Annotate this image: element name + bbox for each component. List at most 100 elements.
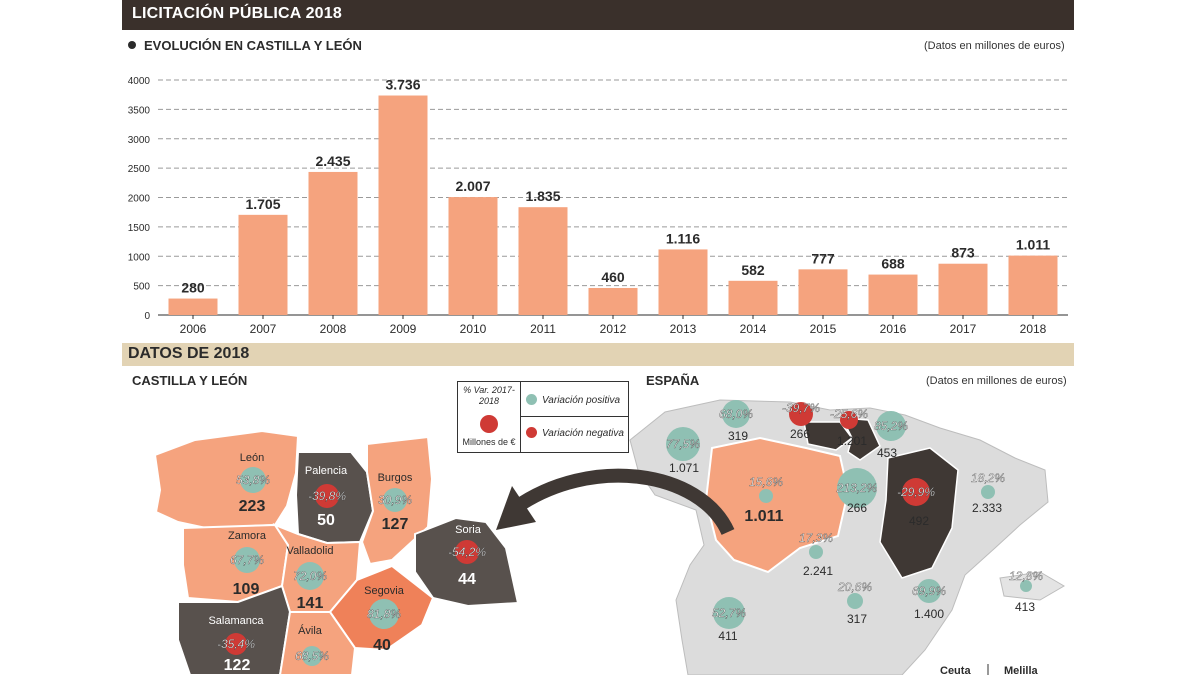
- province-value: 50: [317, 512, 335, 529]
- region-value: 453: [877, 446, 897, 460]
- region-value: 2.333: [972, 501, 1002, 515]
- region-pct: 213,2%: [836, 481, 878, 495]
- bar-2007: [238, 214, 288, 315]
- region-bubble: [847, 593, 863, 609]
- province-bubble: [315, 484, 339, 508]
- province-name: Zamora: [228, 530, 267, 542]
- province-value: 40: [373, 637, 391, 654]
- region-bubble: [666, 427, 700, 461]
- region-pct: 18,2%: [971, 471, 1005, 485]
- region-bubble: [840, 411, 858, 429]
- y-tick-label: 4000: [128, 76, 151, 87]
- province-pct: -54,2%: [448, 545, 486, 559]
- region-value: 266: [790, 427, 810, 441]
- bar-value-label: 3.736: [385, 77, 420, 93]
- bar-value-label: 2.007: [455, 178, 490, 194]
- region-value: 1.201: [837, 434, 867, 448]
- province-name: Ávila: [298, 624, 323, 637]
- y-tick-label: 3500: [128, 105, 151, 116]
- region-value: 1.071: [669, 461, 699, 475]
- y-tick-label: 1000: [128, 252, 151, 263]
- region-value: 411: [718, 629, 737, 643]
- bar-value-label: 1.705: [245, 196, 280, 212]
- bar-value-label: 688: [881, 256, 905, 272]
- region-pct: 15,6%: [749, 475, 783, 489]
- province-avila: [278, 611, 357, 675]
- province-bubble: [302, 646, 322, 666]
- bar-chart: 0 500 1000 1500 2000 2500 3000 3500 4000 280 2006 1…: [128, 76, 1068, 336]
- data-banner: DATOS DE 2018: [122, 343, 1074, 366]
- spain-pais-vasco: [803, 421, 854, 451]
- legend: % Var. 2017-2018 Millones de € Variación…: [457, 381, 629, 453]
- region-bubble: [809, 545, 823, 559]
- x-tick-label: 2012: [600, 322, 627, 336]
- bar-2010: [448, 197, 498, 315]
- maps: Ceuta Melilla León 53,8% 223 Palencia -39,8%…: [153, 399, 1072, 675]
- legend-negative: Variación negativa: [526, 427, 624, 439]
- region-value: 1.400: [914, 607, 944, 621]
- region-value: 317: [847, 612, 867, 626]
- spain-castilla-leon: [704, 436, 850, 574]
- positive-dot-icon: [526, 394, 537, 405]
- arrow-curve: [510, 468, 735, 536]
- province-name: Soria: [455, 524, 482, 536]
- x-tick-label: 2007: [250, 322, 277, 336]
- province-pct: 67,7%: [230, 553, 264, 567]
- province-pct: 72,0%: [293, 569, 327, 583]
- melilla-label: Melilla: [1004, 665, 1039, 675]
- province-pct: -35,4%: [217, 637, 255, 651]
- region-pct: -39,7%: [782, 401, 820, 415]
- province-name: Burgos: [378, 472, 413, 484]
- region-bubble: [722, 400, 750, 428]
- chart-subtitle: EVOLUCIÓN EN CASTILLA Y LEÓN: [128, 38, 362, 53]
- province-value: 44: [458, 571, 476, 588]
- region-pct: 52,7%: [712, 606, 746, 620]
- region-pct: 69,9%: [912, 584, 946, 598]
- region-pct: -29,9%: [897, 485, 935, 499]
- bar-value-label: 2.435: [315, 153, 350, 169]
- province-pct: 53,8%: [236, 473, 270, 487]
- bar-2014: [728, 280, 778, 315]
- region-value: 2.241: [803, 564, 833, 578]
- region-bubble: [1020, 580, 1032, 592]
- province-name: Valladolid: [287, 545, 334, 557]
- y-tick-label: 500: [133, 282, 150, 293]
- spain-aragon: [879, 447, 959, 579]
- province-value: 122: [224, 657, 251, 674]
- bar-value-label: 1.116: [666, 230, 700, 246]
- bar-2011: [518, 207, 568, 315]
- province-value: 127: [382, 516, 409, 533]
- bar-2008: [308, 171, 358, 315]
- bar-2015: [798, 269, 848, 315]
- province-name: Salamanca: [208, 615, 264, 627]
- bar-2006: [168, 298, 218, 315]
- bar-value-label: 1.011: [1016, 237, 1050, 253]
- province-bubble: [383, 488, 407, 512]
- chart-subtitle-text: EVOLUCIÓN EN CASTILLA Y LEÓN: [144, 38, 362, 53]
- bubbles: León 53,8% 223 Palencia -39,8% 50 Burgos 30,9% 1…: [208, 400, 1043, 674]
- bar-2018: [1008, 255, 1058, 315]
- legend-col: % Var. 2017-2018 Millones de €: [458, 382, 521, 452]
- bar-value-label: 1.835: [525, 188, 560, 204]
- bar-value-label: 582: [741, 262, 765, 278]
- y-tick-label: 1500: [128, 223, 151, 234]
- province-value: 223: [239, 498, 266, 515]
- region-value: 1.011: [744, 508, 783, 525]
- x-tick-label: 2013: [670, 322, 697, 336]
- region-bubble: [876, 411, 906, 441]
- x-tick-label: 2015: [810, 322, 837, 336]
- x-tick-label: 2014: [740, 322, 767, 336]
- region-bubble: [713, 597, 745, 629]
- x-tick-label: 2006: [180, 322, 207, 336]
- x-tick-label: 2008: [320, 322, 347, 336]
- legend-positive: Variación positiva: [526, 394, 620, 406]
- region-bubble: [902, 478, 930, 506]
- legend-negative-label: Variación negativa: [542, 428, 624, 439]
- province-name: Palencia: [305, 465, 348, 477]
- region-bubble: [789, 402, 813, 426]
- province-value: 109: [233, 581, 260, 598]
- region-pct: 68,0%: [719, 407, 753, 421]
- x-tick-label: 2011: [530, 322, 556, 336]
- ceuta-melilla-box: [932, 660, 1072, 675]
- y-tick-label: 3000: [128, 135, 151, 146]
